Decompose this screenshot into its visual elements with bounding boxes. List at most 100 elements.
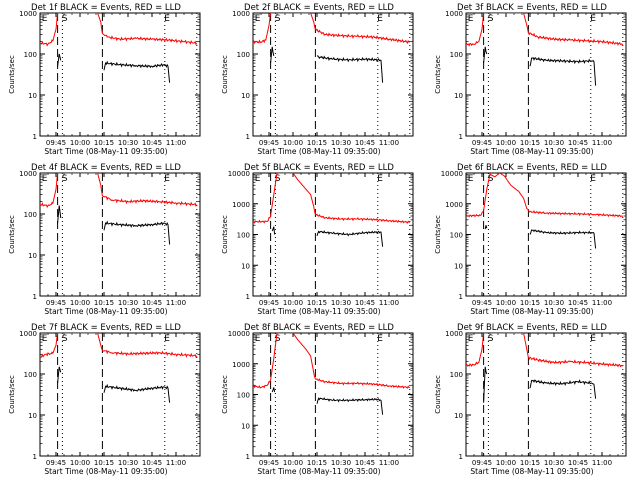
interval-marker-label: E	[377, 174, 383, 184]
lld-series-line	[40, 173, 198, 208]
x-tick-label: 10:15	[94, 299, 114, 307]
events-series-line	[270, 46, 275, 64]
chart-panel-det-8: Det 8f BLACK = Events, RED = LLD 1 10 100 10…	[221, 323, 414, 476]
interval-marker-label: S	[275, 334, 281, 344]
plot-frame	[465, 332, 627, 457]
interval-marker-label: E	[377, 334, 383, 344]
x-tick-label: 10:00	[496, 139, 516, 147]
y-tick-label: 10000	[441, 170, 463, 178]
x-axis-label: Start Time (08-May-11 09:35:00)	[44, 307, 167, 316]
x-tick-label: 11:00	[379, 299, 399, 307]
y-axis-label: Counts/sec	[434, 215, 442, 254]
y-tick-label: 1	[459, 453, 463, 461]
interval-marker-label: S	[488, 174, 494, 184]
y-tick-label: 100	[24, 211, 37, 219]
chart-title: Det 5f BLACK = Events, RED = LLD	[244, 163, 394, 173]
y-tick-label: 1	[33, 133, 37, 141]
plot-frame	[252, 332, 414, 457]
lld-series-line	[40, 333, 198, 359]
interval-marker-label: S	[62, 174, 68, 184]
x-tick-label: 10:15	[94, 139, 114, 147]
x-axis-label: Start Time (08-May-11 09:35:00)	[257, 467, 380, 476]
y-axis-label: Counts/sec	[221, 55, 229, 94]
interval-marker-label: E	[164, 174, 170, 184]
interval-marker-label: E	[468, 174, 474, 184]
chart-title: Det 8f BLACK = Events, RED = LLD	[244, 323, 394, 333]
x-tick-label: 11:00	[592, 139, 612, 147]
lld-series-line	[253, 13, 410, 45]
x-tick-label: 10:15	[520, 459, 540, 467]
events-series-line	[103, 220, 171, 245]
chart-title: Det 1f BLACK = Events, RED = LLD	[31, 3, 181, 13]
y-tick-label: 10	[454, 262, 463, 270]
y-axis-label: Counts/sec	[8, 215, 16, 254]
x-tick-label: 10:15	[307, 459, 327, 467]
y-axis-label: Counts/sec	[8, 375, 16, 414]
y-tick-label: 1	[246, 293, 250, 301]
events-series-line	[57, 53, 62, 67]
plot-frame	[465, 172, 627, 297]
interval-marker-label: E	[255, 334, 261, 344]
y-tick-label: 10	[241, 92, 250, 100]
events-series-line	[271, 387, 276, 393]
x-tick-label: 10:00	[496, 459, 516, 467]
chart-panel-det-5: Det 5f BLACK = Events, RED = LLD 1 10 100 10…	[221, 163, 414, 316]
lld-series-line	[466, 173, 623, 218]
interval-marker-label: E	[255, 174, 261, 184]
x-axis-label: Start Time (08-May-11 09:35:00)	[257, 147, 380, 156]
series-group	[466, 173, 623, 249]
events-series-line	[103, 60, 171, 83]
x-tick-label: 09:45	[259, 459, 279, 467]
interval-marker-label: E	[590, 14, 596, 24]
y-axis-label: Counts/sec	[434, 55, 442, 94]
series-group	[253, 13, 410, 83]
x-tick-label: 09:45	[259, 299, 279, 307]
chart-panel-det-6: Det 6f BLACK = Events, RED = LLD 1 10 100 10…	[434, 163, 627, 316]
y-tick-label: 1000	[19, 10, 37, 18]
events-series-line	[529, 379, 597, 399]
plot-frame	[465, 12, 627, 137]
x-tick-label: 10:15	[94, 459, 114, 467]
events-series-line	[483, 366, 488, 403]
x-tick-label: 10:30	[544, 459, 564, 467]
y-tick-label: 10000	[228, 330, 250, 338]
events-series-line	[484, 225, 488, 230]
interval-marker-label: S	[275, 14, 281, 24]
y-tick-label: 10	[28, 252, 37, 260]
y-tick-label: 1000	[445, 330, 463, 338]
x-tick-label: 10:30	[331, 459, 351, 467]
interval-marker-label: E	[164, 14, 170, 24]
lld-series-line	[253, 173, 410, 224]
interval-marker-label: E	[164, 334, 170, 344]
chart-title: Det 3f BLACK = Events, RED = LLD	[457, 3, 607, 13]
x-tick-label: 10:45	[568, 139, 588, 147]
x-axis-label: Start Time (08-May-11 09:35:00)	[257, 307, 380, 316]
x-tick-label: 10:15	[520, 299, 540, 307]
interval-marker-label: E	[42, 174, 48, 184]
events-series-line	[529, 56, 597, 86]
events-series-line	[103, 383, 171, 403]
chart-title: Det 4f BLACK = Events, RED = LLD	[31, 163, 181, 173]
y-tick-label: 100	[450, 51, 463, 59]
chart-panel-det-9: Det 9f BLACK = Events, RED = LLD 1 10 100 10…	[434, 323, 627, 476]
series-group	[40, 13, 198, 83]
x-tick-label: 10:30	[544, 299, 564, 307]
x-tick-label: 10:45	[355, 139, 375, 147]
lld-series-line	[466, 333, 623, 368]
series-group	[40, 333, 198, 403]
x-tick-label: 10:45	[142, 299, 162, 307]
x-tick-label: 10:45	[355, 299, 375, 307]
events-series-line	[483, 46, 488, 64]
x-tick-label: 10:30	[331, 299, 351, 307]
lld-series-line	[466, 13, 624, 47]
y-axis-label: Counts/sec	[221, 215, 229, 254]
interval-marker-label: S	[488, 334, 494, 344]
y-tick-label: 1	[246, 453, 250, 461]
x-tick-label: 10:00	[70, 459, 90, 467]
y-axis-label: Counts/sec	[8, 55, 16, 94]
x-tick-label: 10:30	[118, 299, 138, 307]
y-tick-label: 100	[24, 371, 37, 379]
series-group	[40, 173, 198, 245]
interval-marker-label: E	[42, 334, 48, 344]
interval-marker-label: E	[255, 14, 261, 24]
